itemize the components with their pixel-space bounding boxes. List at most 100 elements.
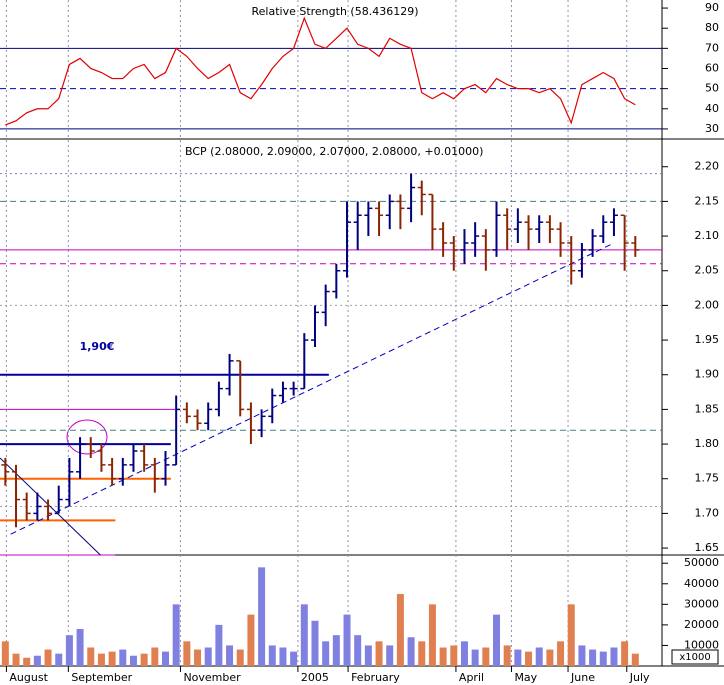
y-tick-label: 2.05 <box>695 264 720 277</box>
volume-bar <box>460 641 468 666</box>
volume-bar <box>108 651 116 666</box>
unit-label: x1000 <box>679 652 710 663</box>
volume-bar <box>514 649 522 666</box>
volume-bar <box>535 647 543 666</box>
price-title: BCP (2.08000, 2.09000, 2.07000, 2.08000,… <box>185 145 483 158</box>
x-tick-label: April <box>459 671 484 684</box>
y-tick-label: 2.20 <box>695 160 720 173</box>
volume-bar <box>589 649 597 666</box>
y-tick-label: 80 <box>705 21 719 34</box>
volume-bar <box>44 649 52 666</box>
y-tick-label: 50000 <box>684 556 719 569</box>
volume-bar <box>12 653 20 666</box>
volume-bar <box>97 653 105 666</box>
volume-bar <box>418 641 426 666</box>
volume-bar <box>610 647 618 666</box>
y-tick-label: 60 <box>705 61 719 74</box>
volume-bar <box>311 620 319 666</box>
volume-bar <box>493 614 500 666</box>
volume-bar <box>279 647 287 666</box>
x-tick-label: July <box>629 671 650 684</box>
volume-bar <box>503 645 511 666</box>
volume-bar <box>204 647 212 666</box>
y-tick-label: 90 <box>705 1 719 14</box>
x-tick-label: November <box>183 671 241 684</box>
volume-bar <box>300 604 308 666</box>
volume-bar <box>546 649 554 666</box>
volume-bar <box>567 604 575 666</box>
highlight-ellipse <box>66 419 108 455</box>
unit-box <box>671 649 719 665</box>
y-tick-label: 20000 <box>684 618 719 631</box>
y-tick-label: 1.95 <box>695 333 720 346</box>
x-tick-label: February <box>351 671 400 684</box>
volume-bar <box>215 624 223 666</box>
annotation: 1,90€ <box>80 340 115 353</box>
y-tick-label: 30 <box>705 122 719 135</box>
volume-bar <box>151 647 159 666</box>
volume-bar <box>439 647 447 666</box>
volume-bar <box>140 653 148 666</box>
x-tick-label: 2005 <box>301 671 329 684</box>
volume-bar <box>428 604 436 666</box>
volume-bar <box>557 641 565 666</box>
volume-bar <box>23 657 31 666</box>
volume-bar <box>258 567 266 666</box>
y-tick-label: 10000 <box>684 638 719 651</box>
volume-bar <box>631 653 639 666</box>
volume-bar <box>1 641 9 666</box>
volume-bar <box>599 651 607 666</box>
volume-bar <box>65 635 73 666</box>
y-tick-label: 1.75 <box>695 472 720 485</box>
volume-bar <box>290 651 298 666</box>
y-tick-label: 2.15 <box>695 194 720 207</box>
volume-bar <box>119 649 127 666</box>
volume-bar <box>194 649 202 666</box>
volume-bar <box>482 647 490 666</box>
volume-bar <box>129 655 137 666</box>
volume-bar <box>247 614 255 666</box>
y-tick-label: 30000 <box>684 597 719 610</box>
rsi-line <box>5 16 636 126</box>
y-tick-label: 50 <box>705 82 719 95</box>
volume-bar <box>172 604 180 666</box>
y-tick-label: 1.80 <box>695 437 720 450</box>
y-tick-label: 70 <box>705 41 719 54</box>
volume-bar <box>226 645 234 666</box>
volume-bar <box>343 614 351 666</box>
volume-bar <box>354 635 362 666</box>
volume-bar <box>375 641 383 666</box>
volume-bar <box>386 645 394 666</box>
x-tick-label: September <box>71 671 132 684</box>
volume-bar <box>162 651 169 666</box>
volume-bar <box>55 653 63 666</box>
trend-line <box>10 242 615 535</box>
rsi-title: Relative Strength (58.436129) <box>251 5 418 18</box>
volume-bar <box>183 641 191 666</box>
y-tick-label: 1.90 <box>695 368 720 381</box>
y-tick-label: 1.65 <box>695 541 720 554</box>
x-tick-label: August <box>9 671 48 684</box>
volume-bar <box>450 645 458 666</box>
volume-bar <box>332 635 340 666</box>
y-tick-label: 2.10 <box>695 229 720 242</box>
volume-bar <box>407 637 415 666</box>
volume-bar <box>364 645 372 666</box>
y-tick-label: 1.70 <box>695 506 720 519</box>
volume-bar <box>236 649 244 666</box>
volume-bar <box>525 651 533 666</box>
x-tick-label: May <box>514 671 537 684</box>
y-tick-label: 40 <box>705 102 719 115</box>
y-tick-label: 2.00 <box>695 298 720 311</box>
volume-bar <box>578 645 586 666</box>
x-tick-label: June <box>570 671 595 684</box>
volume-bar <box>621 641 629 666</box>
volume-bar <box>76 629 84 666</box>
volume-bar <box>322 641 330 666</box>
volume-bar <box>268 645 276 666</box>
volume-bar <box>396 594 404 666</box>
volume-bar <box>87 647 95 666</box>
volume-bar <box>33 655 41 666</box>
